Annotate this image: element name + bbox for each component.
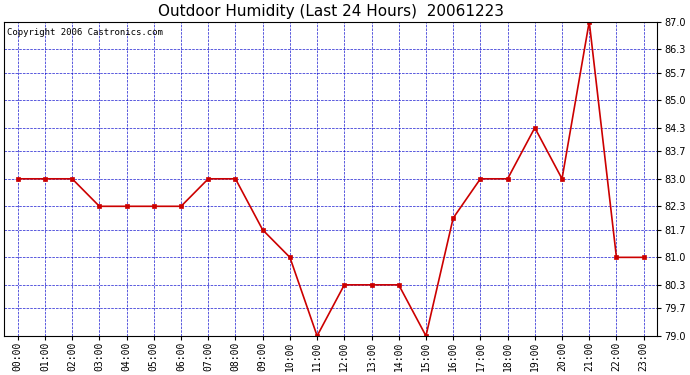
- Title: Outdoor Humidity (Last 24 Hours)  20061223: Outdoor Humidity (Last 24 Hours) 2006122…: [158, 4, 504, 19]
- Text: Copyright 2006 Castronics.com: Copyright 2006 Castronics.com: [8, 28, 164, 37]
